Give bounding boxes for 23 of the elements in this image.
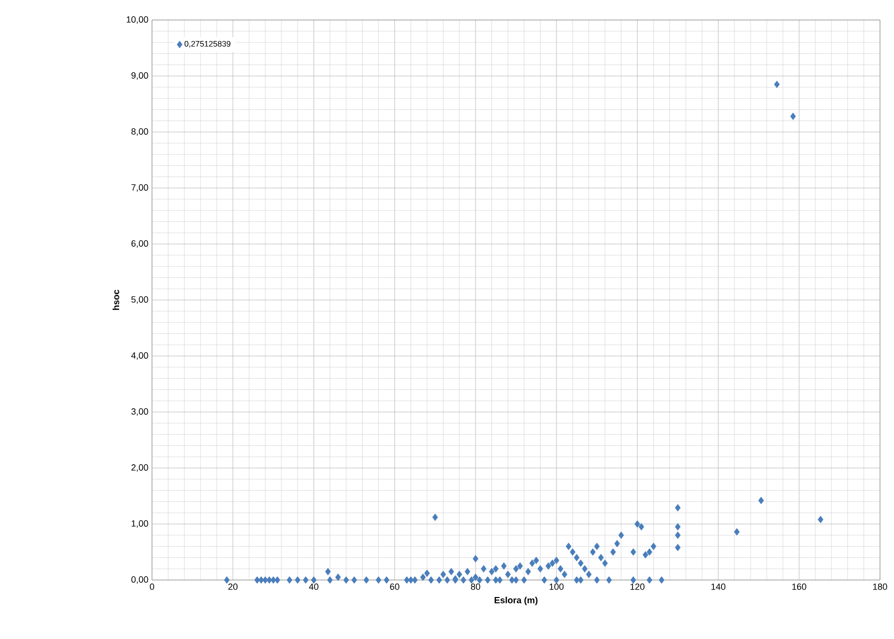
x-tick-label: 80	[470, 584, 480, 590]
y-tick-label: 2,00	[131, 464, 148, 472]
y-tick-label: 0,00	[131, 576, 148, 584]
y-tick-label: 5,00	[131, 296, 148, 304]
y-tick-label: 1,00	[132, 520, 148, 528]
y-axis-title: hsoc	[112, 290, 120, 310]
x-tick-label: 60	[390, 584, 400, 590]
x-tick-label: 20	[228, 584, 238, 590]
y-tick-label: 10,00	[126, 16, 148, 24]
y-tick-label: 6,00	[131, 240, 148, 248]
x-tick-label: 0	[150, 584, 154, 590]
x-tick-label: 160	[792, 584, 806, 590]
y-tick-label: 3,00	[131, 408, 148, 416]
x-tick-label: 140	[711, 584, 726, 590]
y-tick-label: 7,00	[131, 184, 148, 192]
x-axis-title: Eslora (m)	[494, 596, 538, 606]
x-tick-label: 100	[550, 584, 564, 590]
y-tick-label: 9,00	[131, 72, 148, 80]
y-tick-label: 4,00	[131, 352, 148, 360]
x-tick-label: 40	[308, 584, 318, 590]
x-tick-label: 180	[873, 584, 888, 590]
y-tick-label: 8,00	[131, 128, 148, 136]
x-tick-label: 120	[630, 584, 644, 590]
